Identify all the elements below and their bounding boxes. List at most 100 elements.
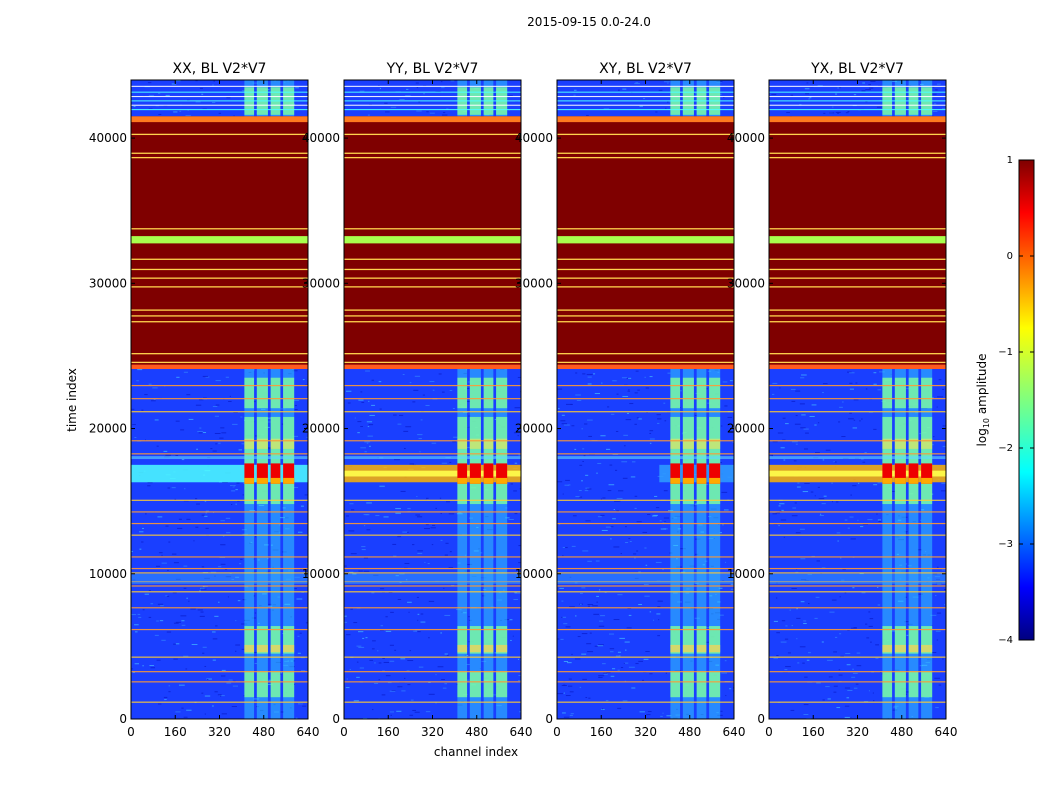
noise-speck: [619, 637, 625, 639]
noise-speck: [467, 564, 473, 566]
noise-speck: [510, 483, 514, 485]
noise-speck: [562, 712, 566, 714]
noise-speck: [571, 425, 575, 427]
noise-speck: [849, 382, 853, 384]
noise-speck: [134, 436, 137, 438]
noise-speck: [780, 641, 787, 643]
noise-speck: [655, 561, 662, 563]
noise-speck: [377, 650, 379, 652]
noise-speck: [930, 614, 937, 616]
noise-speck: [587, 376, 592, 378]
flag-line: [131, 585, 308, 587]
noise-speck: [858, 482, 860, 484]
noise-speck: [587, 605, 591, 607]
rfi-patch: [469, 377, 481, 409]
noise-speck: [150, 603, 154, 605]
noise-speck: [441, 391, 445, 393]
noise-speck: [601, 708, 605, 710]
noise-speck: [411, 544, 415, 546]
noise-speck: [933, 103, 937, 105]
noise-speck: [564, 484, 567, 486]
noise-speck: [349, 571, 354, 573]
top-line: [131, 104, 308, 106]
flag-line: [769, 567, 946, 570]
noise-speck: [175, 643, 180, 645]
noise-speck: [201, 566, 205, 568]
saturated-line: [769, 353, 946, 355]
noise-speck: [571, 545, 576, 547]
flag-line: [344, 499, 521, 501]
noise-speck: [205, 527, 209, 529]
noise-speck: [623, 434, 628, 436]
noise-speck: [615, 469, 618, 471]
noise-speck: [839, 406, 843, 408]
panel-xx: XX, BL V2*V7 0 160 320 480 640 0 10000 20000 3000…: [89, 61, 320, 739]
noise-speck: [601, 708, 604, 710]
noise-speck: [356, 645, 362, 647]
noise-speck: [794, 423, 801, 425]
top-line: [769, 85, 946, 87]
noise-speck: [508, 519, 514, 521]
noise-speck: [849, 412, 852, 414]
noise-speck: [157, 516, 163, 518]
noise-speck: [841, 436, 846, 438]
saturated-line: [344, 286, 521, 288]
noise-speck: [212, 512, 215, 514]
noise-speck: [642, 679, 645, 681]
noise-speck: [231, 490, 236, 492]
noise-speck: [775, 597, 778, 599]
rfi-peak: [469, 463, 481, 484]
noise-speck: [168, 541, 171, 543]
noise-speck: [232, 486, 235, 488]
saturated-line: [557, 286, 734, 288]
noise-speck: [179, 110, 182, 112]
rfi-patch: [682, 377, 694, 409]
noise-speck: [357, 421, 362, 423]
noise-speck: [776, 655, 779, 657]
saturated-line: [131, 258, 308, 260]
noise-speck: [371, 379, 375, 381]
flag-line: [557, 453, 734, 455]
noise-speck: [183, 371, 188, 373]
cross-band-core: [344, 470, 521, 477]
noise-speck: [694, 503, 699, 505]
noise-speck: [432, 389, 435, 391]
noise-speck: [241, 529, 247, 531]
noise-speck: [413, 389, 419, 391]
panel-title: YX, BL V2*V7: [810, 61, 904, 77]
flag-line: [344, 681, 521, 683]
noise-speck: [771, 93, 777, 95]
rfi-patch: [483, 671, 494, 698]
flag-line: [769, 499, 946, 501]
noise-speck: [432, 524, 436, 526]
noise-speck: [508, 619, 513, 621]
saturated-line: [769, 258, 946, 260]
x-tick-label: 480: [678, 725, 701, 739]
noise-speck: [444, 614, 451, 616]
saturated-line: [131, 268, 308, 271]
noise-speck: [594, 393, 601, 395]
saturated-line: [557, 277, 734, 279]
noise-speck: [226, 532, 231, 534]
noise-speck: [936, 612, 942, 614]
noise-speck: [413, 630, 418, 632]
noise-speck: [194, 498, 198, 500]
noise-speck: [416, 596, 419, 598]
noise-speck: [791, 400, 796, 402]
noise-speck: [797, 662, 800, 664]
noise-speck: [154, 419, 159, 421]
noise-speck: [829, 611, 835, 613]
noise-speck: [828, 676, 833, 678]
noise-speck: [627, 607, 632, 609]
noise-speck: [235, 620, 237, 622]
panel-title: XY, BL V2*V7: [599, 61, 692, 77]
noise-speck: [280, 672, 283, 674]
noise-speck: [626, 627, 632, 629]
noise-speck: [517, 435, 519, 437]
noise-speck: [430, 527, 436, 529]
y-tick-label: 30000: [727, 276, 765, 290]
noise-speck: [609, 633, 615, 635]
noise-speck: [178, 684, 185, 686]
rfi-patch-bright: [496, 438, 508, 449]
rfi-peak: [483, 463, 494, 484]
